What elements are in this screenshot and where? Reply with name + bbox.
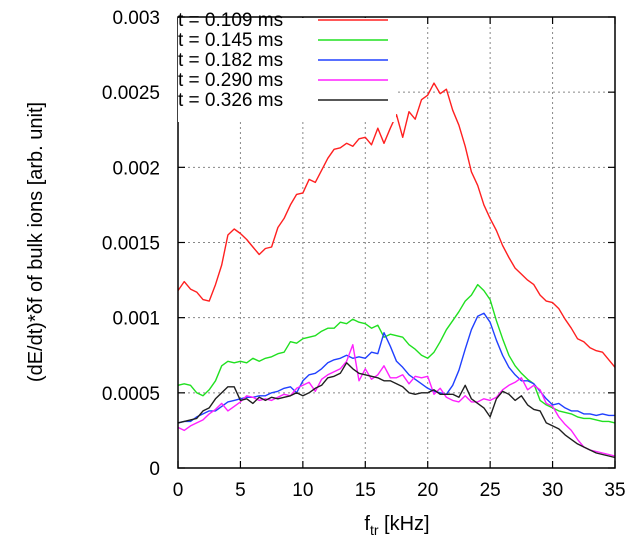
y-tick-label: 0.0005 (102, 384, 160, 405)
x-axis-label-main: f (364, 513, 370, 535)
y-tick-label: 0.0025 (102, 83, 160, 104)
series-line-4 (177, 344, 616, 457)
y-tick-label: 0 (149, 459, 160, 480)
x-tick-label: 30 (542, 480, 563, 501)
y-tick-label: 0.001 (112, 309, 160, 330)
legend-background (178, 18, 396, 122)
x-tick-label: 10 (292, 480, 313, 501)
x-tick-label: 25 (480, 480, 501, 501)
legend: t = 0.109 mst = 0.145 mst = 0.182 mst = … (178, 10, 396, 122)
x-axis-label-sub: tr (370, 522, 379, 538)
series-line-1 (177, 82, 616, 368)
series-line-5 (177, 362, 616, 459)
y-tick-label: 0.0015 (102, 234, 160, 255)
legend-label: t = 0.290 ms (178, 70, 283, 91)
series-line-2 (177, 283, 616, 424)
legend-label: t = 0.182 ms (178, 50, 283, 71)
y-tick-label: 0.002 (112, 158, 160, 179)
legend-label: t = 0.326 ms (178, 90, 283, 111)
x-tick-labels: 0 5 10 15 20 25 30 35 (173, 480, 626, 501)
x-tick-label: 20 (417, 480, 438, 501)
legend-label: t = 0.109 ms (178, 10, 283, 31)
x-tick-label: 15 (355, 480, 376, 501)
x-tick-label: 0 (173, 480, 184, 501)
x-tick-label: 5 (235, 480, 246, 501)
legend-label: t = 0.145 ms (178, 30, 283, 51)
x-axis-label-unit: [kHz] (379, 513, 430, 535)
x-tick-label: 35 (604, 480, 625, 501)
y-tick-labels: 0 0.0005 0.001 0.0015 0.002 0.0025 0.003 (102, 8, 160, 480)
y-tick-label: 0.003 (112, 8, 160, 29)
series-lines (177, 82, 616, 459)
y-axis-label: (dE/dt)*δf of bulk ions [arb. unit] (25, 102, 47, 382)
x-axis-label: ftr [kHz] (364, 513, 429, 538)
